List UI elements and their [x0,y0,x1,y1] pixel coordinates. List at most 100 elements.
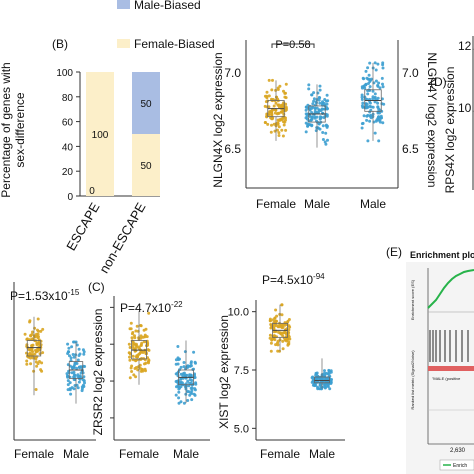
data-point [136,368,140,372]
data-point [368,119,372,123]
data-point [81,348,85,352]
data-point [35,350,38,354]
data-point [176,345,180,348]
data-point [134,375,138,379]
bar-label-male: 50 [140,99,152,110]
data-point [322,385,326,389]
data-point [322,101,326,105]
box-body [314,376,330,384]
data-point [312,97,316,101]
data-point [275,319,279,323]
enrichment-ylabel-lower: Ranked list metric (Signal2Noise) [410,350,415,410]
data-point [269,349,273,353]
data-point [371,89,375,93]
panel-b-ytick-label: 80 [62,93,74,104]
zrsr2-ylabel: ZRSR2 log2 expression [91,309,105,436]
data-point [314,373,318,377]
data-point [29,362,33,366]
data-point [280,110,284,114]
data-point [80,389,84,393]
data-point [373,92,377,96]
data-point [189,374,193,378]
enrichment-hit-lines [429,330,469,362]
data-point [279,332,283,336]
data-point [284,82,288,86]
data-point [376,111,380,115]
data-point [326,99,330,103]
data-point [178,386,182,390]
data-point [25,359,29,363]
data-point [66,383,70,387]
data-point [133,334,136,338]
data-point [274,108,278,112]
bar-male-biased [132,72,160,134]
data-point [191,368,195,371]
data-point [310,111,314,114]
data-point [281,347,285,351]
data-point [66,379,70,383]
panel-b-yticks: 0 20 40 60 80 100 [56,68,80,203]
rps4x-ytick-12: 12. [458,39,474,53]
data-point [317,98,321,102]
data-point [270,112,274,116]
data-point [328,387,332,391]
data-point [144,327,148,331]
data-point [360,122,364,126]
data-point [189,360,193,364]
data-point [377,81,381,85]
nlgn4-xtick-male-1: Male [304,197,330,211]
data-point [381,121,385,125]
data-point [69,356,73,360]
zrsr2-xtick-male: Male [173,447,199,461]
data-point [129,321,133,325]
data-point [130,332,134,336]
data-point [37,329,40,333]
data-point [276,88,280,91]
nlgn4-pvalue: P=0.58 [275,39,310,51]
data-point [41,327,45,331]
data-point [368,101,372,105]
data-point [315,110,318,114]
data-point [323,369,326,373]
data-point [190,398,194,402]
nlgn4-plot-area [263,61,386,148]
data-point [135,324,139,328]
panel-b-xtick-nonescape: non-ESCAPE [96,200,149,276]
data-point [278,84,282,88]
xist-plot-area [268,303,333,391]
data-point [282,123,286,127]
data-point [279,324,283,328]
panel-d-label: (D) [430,75,447,89]
panel-b-xtick-escape: ESCAPE [63,200,103,253]
data-point [77,380,81,384]
data-point [306,124,310,128]
data-point [312,91,316,95]
data-point [323,373,327,377]
data-point [77,354,81,357]
data-point [310,117,314,121]
data-point [67,350,71,354]
data-point [128,355,131,359]
data-point [277,103,281,107]
data-point [287,324,291,328]
data-point [69,392,73,396]
zrsr2-plot-area [127,311,198,405]
panel-b-ytick-label: 0 [67,192,73,203]
zrsr2-xtick-female: Female [119,447,159,461]
data-point [274,101,278,105]
data-point [284,91,287,95]
data-point [68,364,72,368]
data-point [130,336,134,340]
data-point [176,356,180,360]
xist-ytick-label: 7.5 [234,365,249,377]
data-point [327,369,331,373]
data-point [128,358,132,362]
data-point [134,342,138,346]
data-point [189,364,193,368]
data-point [70,345,74,349]
data-point [375,118,379,122]
data-point [190,392,194,395]
data-point [76,386,80,390]
data-point [305,114,309,118]
data-point [144,361,148,365]
